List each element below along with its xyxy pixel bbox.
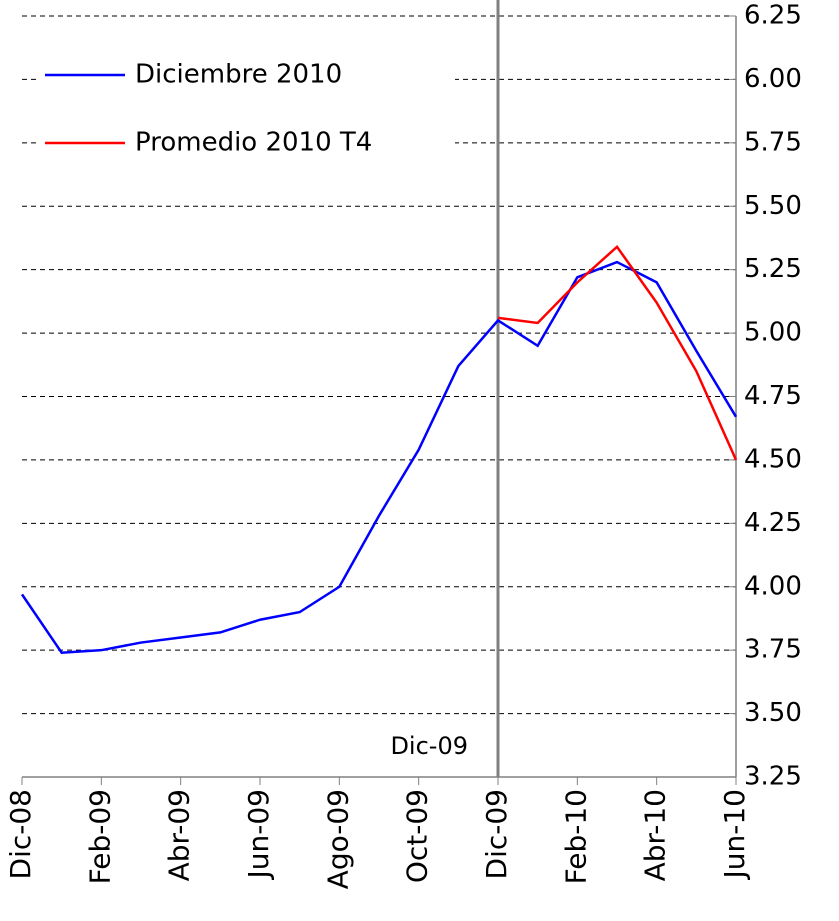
x-tick-label: Abr-09 [163, 789, 196, 881]
x-tick-label: Jun-09 [242, 789, 275, 880]
x-tick-label: Feb-09 [83, 789, 116, 884]
x-tick-label: Jun-10 [718, 789, 751, 880]
y-tick-label: 6.25 [744, 1, 802, 31]
x-tick-label: Feb-10 [559, 789, 592, 884]
x-tick-label: Dic-08 [4, 789, 37, 879]
line-series [20, 260, 738, 654]
y-tick-label: 3.75 [744, 635, 802, 665]
x-tick-label: Oct-09 [401, 789, 434, 883]
x-tick-label: Dic-09 [480, 789, 513, 879]
x-tick-label: Ago-09 [321, 789, 354, 889]
x-tick-label: Abr-10 [639, 789, 672, 881]
line-series [497, 244, 738, 461]
y-tick-label: 4.75 [744, 381, 802, 411]
y-tick-label: 5.75 [744, 127, 802, 157]
y-tick-label: 3.50 [744, 698, 802, 728]
legend-label: Diciembre 2010 [135, 60, 342, 90]
y-tick-label: 4.50 [744, 444, 802, 474]
annotation: Dic-09 [390, 732, 468, 760]
y-tick-label: 5.50 [744, 191, 802, 221]
y-tick-label: 5.25 [744, 254, 802, 284]
legend-label: Promedio 2010 T4 [135, 128, 372, 158]
y-tick-label: 3.25 [744, 762, 802, 792]
y-tick-label: 4.25 [744, 508, 802, 538]
y-tick-label: 5.00 [744, 318, 802, 348]
y-tick-label: 6.00 [744, 64, 802, 94]
y-tick-label: 4.00 [744, 571, 802, 601]
